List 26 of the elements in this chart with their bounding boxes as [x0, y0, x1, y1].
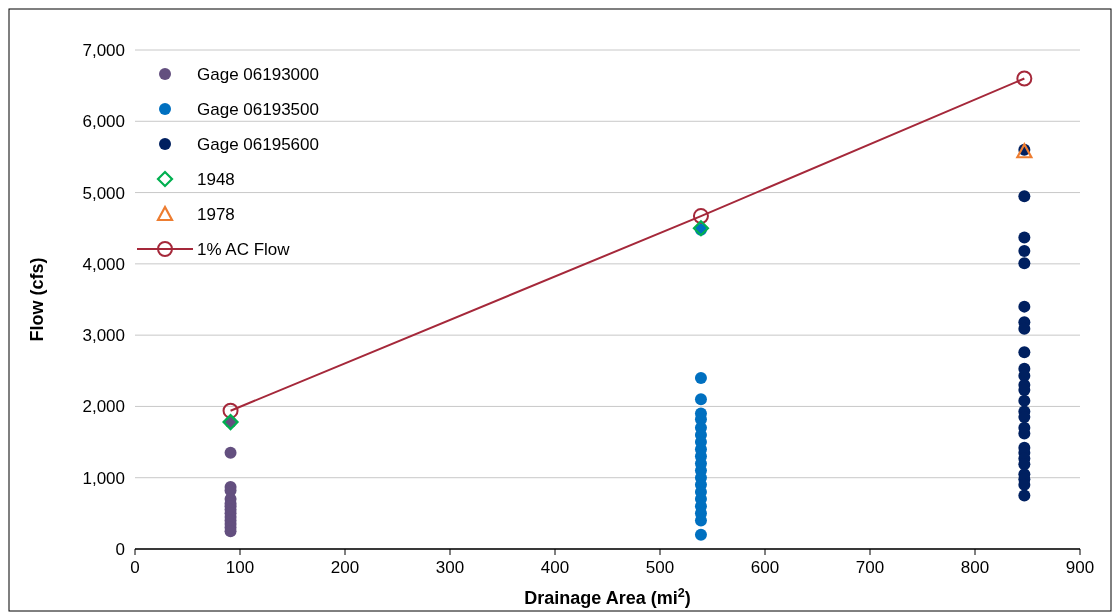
legend-label: 1% AC Flow: [197, 240, 291, 259]
legend-label: Gage 06193500: [197, 100, 319, 119]
x-tick-label: 800: [960, 558, 990, 577]
y-tick-label: 4,000: [82, 254, 125, 274]
x-axis-title: Drainage Area (mi$^{2}$): [524, 586, 691, 608]
x-tick-label: 400: [540, 558, 570, 577]
x-tick-label: 100: [225, 558, 255, 577]
y-tick-label: 5,000: [82, 183, 125, 203]
y-tick-label: 1,000: [82, 468, 125, 488]
legend-label: 1948: [197, 170, 235, 189]
x-tick-label: 200: [330, 558, 360, 577]
y-tick-label: 0: [115, 540, 125, 559]
x-tick-label: 700: [855, 558, 885, 577]
y-tick-label: 3,000: [82, 326, 125, 346]
y-tick-label: 2,000: [82, 397, 125, 417]
x-tick-label: 600: [750, 558, 780, 577]
legend-label: 1978: [197, 205, 235, 224]
y-axis-title: Flow (cfs): [27, 257, 47, 342]
x-tick-label: 900: [1065, 558, 1095, 577]
x-tick-label: 300: [435, 558, 465, 577]
y-tick-label: 7,000: [82, 41, 125, 60]
legend-label: Gage 06195600: [197, 135, 319, 154]
legend-label: Gage 06193000: [197, 65, 319, 84]
x-tick-label: 500: [645, 558, 675, 577]
x-tick-label: 0: [130, 558, 140, 577]
y-tick-label: 6,000: [82, 112, 125, 132]
